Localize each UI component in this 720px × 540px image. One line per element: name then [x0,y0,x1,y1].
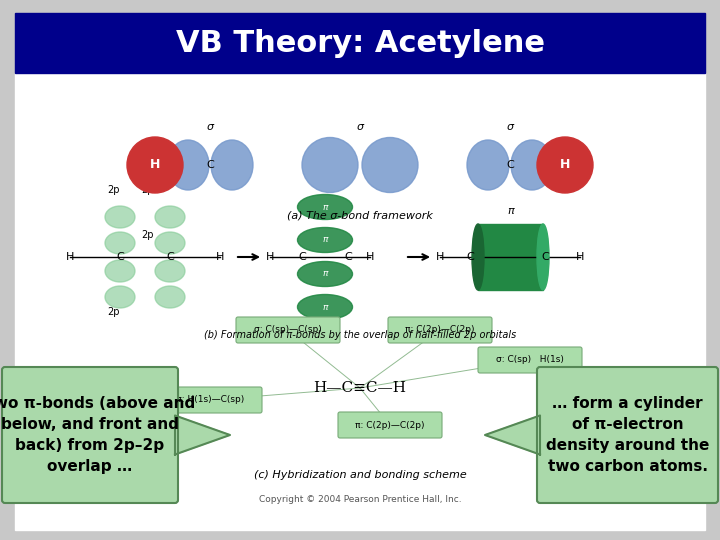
Text: π: C(2p)—C(2p): π: C(2p)—C(2p) [355,421,425,429]
Text: σ: H(1s)—C(sp): σ: H(1s)—C(sp) [176,395,244,404]
Text: σ: σ [356,122,364,132]
Ellipse shape [511,140,553,190]
Bar [15,13,705,73]
Text: H: H [66,252,74,262]
Text: C: C [506,160,514,170]
Text: Two π-bonds (above and
below, and front and
back) from 2p–2p
overlap …: Two π-bonds (above and below, and front … [0,396,195,474]
Polygon shape [485,415,540,455]
Text: C: C [541,252,549,262]
Text: π: C(2p)—C(2p): π: C(2p)—C(2p) [405,326,474,334]
Ellipse shape [467,140,509,190]
Text: 2p: 2p [142,230,154,240]
Ellipse shape [302,138,358,192]
FancyBboxPatch shape [338,412,442,438]
Ellipse shape [155,206,185,228]
Text: 2p: 2p [107,307,120,317]
Text: H: H [366,252,374,262]
Text: π: π [507,206,514,216]
Text: σ: σ [506,122,513,132]
FancyBboxPatch shape [537,367,718,503]
Text: π: π [323,235,328,245]
FancyBboxPatch shape [388,317,492,343]
Text: σ: σ [207,122,214,132]
Text: (c) Hybridization and bonding scheme: (c) Hybridization and bonding scheme [253,470,467,480]
Text: C: C [166,252,174,262]
Text: π: π [323,302,328,312]
Text: C: C [466,252,474,262]
Text: H: H [216,252,224,262]
Ellipse shape [155,232,185,254]
Text: C: C [344,252,352,262]
Text: 2p: 2p [107,185,120,195]
Text: Copyright © 2004 Pearson Prentice Hall, Inc.: Copyright © 2004 Pearson Prentice Hall, … [258,496,462,504]
Text: H: H [560,159,570,172]
Ellipse shape [155,260,185,282]
Bar [478,224,543,290]
Text: (a) The σ-bond framework: (a) The σ-bond framework [287,210,433,220]
Bar [15,73,705,530]
Text: H: H [266,252,274,262]
Text: σ: C(sp)   H(1s): σ: C(sp) H(1s) [496,355,564,364]
FancyBboxPatch shape [478,347,582,373]
Ellipse shape [105,286,135,308]
Circle shape [127,137,183,193]
Polygon shape [175,415,230,455]
Ellipse shape [211,140,253,190]
Text: π: π [323,202,328,212]
Text: H: H [150,159,160,172]
Ellipse shape [297,294,353,320]
Circle shape [537,137,593,193]
Text: C: C [116,252,124,262]
Ellipse shape [472,224,484,290]
Text: 2p: 2p [142,185,154,195]
Ellipse shape [167,140,209,190]
Text: H: H [576,252,584,262]
FancyBboxPatch shape [2,367,178,503]
Ellipse shape [105,206,135,228]
Ellipse shape [537,224,549,290]
Text: σ: C(sp)—C(sp): σ: C(sp)—C(sp) [254,326,322,334]
FancyBboxPatch shape [158,387,262,413]
Ellipse shape [297,261,353,287]
Text: (b) Formation of π-bonds by the overlap of half-filled 2p orbitals: (b) Formation of π-bonds by the overlap … [204,330,516,340]
Ellipse shape [105,260,135,282]
Text: … form a cylinder
of π-electron
density around the
two carbon atoms.: … form a cylinder of π-electron density … [546,396,709,474]
Text: π: π [323,269,328,279]
Text: VB Theory: Acetylene: VB Theory: Acetylene [176,29,544,57]
Text: H—C≡C—H: H—C≡C—H [313,381,407,395]
Text: C: C [206,160,214,170]
Text: C: C [298,252,306,262]
Ellipse shape [297,227,353,253]
Text: H: H [436,252,444,262]
Ellipse shape [297,194,353,219]
FancyBboxPatch shape [236,317,340,343]
Ellipse shape [105,232,135,254]
Ellipse shape [362,138,418,192]
Ellipse shape [155,286,185,308]
